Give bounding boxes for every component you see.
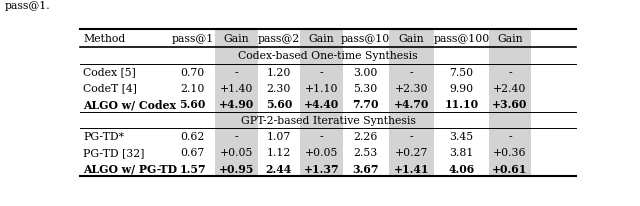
Text: Gain: Gain	[223, 34, 249, 44]
Text: 3.81: 3.81	[449, 147, 474, 157]
Text: Method: Method	[83, 34, 125, 44]
Text: +0.05: +0.05	[305, 147, 338, 157]
Bar	[300, 29, 343, 176]
Text: 11.10: 11.10	[444, 98, 479, 110]
Text: Gain: Gain	[308, 34, 334, 44]
Text: 1.20: 1.20	[267, 67, 291, 77]
Text: +1.37: +1.37	[304, 163, 339, 174]
Text: -: -	[508, 67, 512, 77]
Text: pass@100: pass@100	[433, 34, 490, 44]
Text: -: -	[508, 132, 512, 142]
Text: +0.61: +0.61	[492, 163, 528, 174]
Text: +0.36: +0.36	[493, 147, 527, 157]
Text: 5.60: 5.60	[266, 98, 292, 110]
Text: +1.41: +1.41	[394, 163, 429, 174]
Text: 7.70: 7.70	[353, 98, 379, 110]
Text: 5.60: 5.60	[179, 98, 206, 110]
Text: Gain: Gain	[399, 34, 424, 44]
Bar	[489, 29, 531, 176]
Text: 3.67: 3.67	[353, 163, 379, 174]
Text: PG-TD [32]: PG-TD [32]	[83, 147, 145, 157]
Bar	[215, 29, 257, 176]
Text: Codex-based One-time Synthesis: Codex-based One-time Synthesis	[238, 51, 418, 61]
Text: CodeT [4]: CodeT [4]	[83, 83, 137, 93]
Text: +4.90: +4.90	[219, 98, 254, 110]
Text: 2.10: 2.10	[180, 83, 205, 93]
Text: +1.10: +1.10	[305, 83, 339, 93]
Text: -: -	[410, 67, 413, 77]
Text: -: -	[320, 132, 323, 142]
Text: +2.30: +2.30	[395, 83, 428, 93]
Text: 1.12: 1.12	[267, 147, 291, 157]
Text: 4.06: 4.06	[448, 163, 474, 174]
Text: 1.57: 1.57	[179, 163, 206, 174]
Text: ALGO w/ Codex: ALGO w/ Codex	[83, 98, 176, 110]
Text: +0.95: +0.95	[218, 163, 254, 174]
Text: +4.70: +4.70	[394, 98, 429, 110]
Text: Codex [5]: Codex [5]	[83, 67, 136, 77]
Text: GPT-2-based Iterative Synthesis: GPT-2-based Iterative Synthesis	[241, 115, 415, 125]
Text: Gain: Gain	[497, 34, 523, 44]
Text: 2.30: 2.30	[267, 83, 291, 93]
Text: 3.45: 3.45	[449, 132, 474, 142]
Text: +4.40: +4.40	[304, 98, 339, 110]
Text: 2.53: 2.53	[353, 147, 378, 157]
Text: -: -	[320, 67, 323, 77]
Text: +2.40: +2.40	[493, 83, 527, 93]
Text: +0.27: +0.27	[395, 147, 428, 157]
Text: pass@1: pass@1	[172, 34, 214, 44]
Text: -: -	[234, 132, 238, 142]
Text: 0.62: 0.62	[180, 132, 205, 142]
Text: 7.50: 7.50	[449, 67, 474, 77]
Text: 9.90: 9.90	[449, 83, 474, 93]
Text: 0.70: 0.70	[180, 67, 205, 77]
Text: +3.60: +3.60	[492, 98, 528, 110]
Text: PG-TD*: PG-TD*	[83, 132, 124, 142]
Text: ALGO w/ PG-TD: ALGO w/ PG-TD	[83, 163, 177, 174]
Text: 2.44: 2.44	[266, 163, 292, 174]
Text: -: -	[234, 67, 238, 77]
Text: +0.05: +0.05	[220, 147, 253, 157]
Text: 3.00: 3.00	[353, 67, 378, 77]
Text: -: -	[410, 132, 413, 142]
Text: pass@2: pass@2	[258, 34, 300, 44]
Bar	[388, 29, 434, 176]
Text: pass@10: pass@10	[341, 34, 390, 44]
Text: 1.07: 1.07	[267, 132, 291, 142]
Text: 2.26: 2.26	[353, 132, 378, 142]
Text: 0.67: 0.67	[180, 147, 205, 157]
Text: pass@1.: pass@1.	[5, 1, 51, 11]
Text: 5.30: 5.30	[353, 83, 378, 93]
Text: +1.40: +1.40	[220, 83, 253, 93]
